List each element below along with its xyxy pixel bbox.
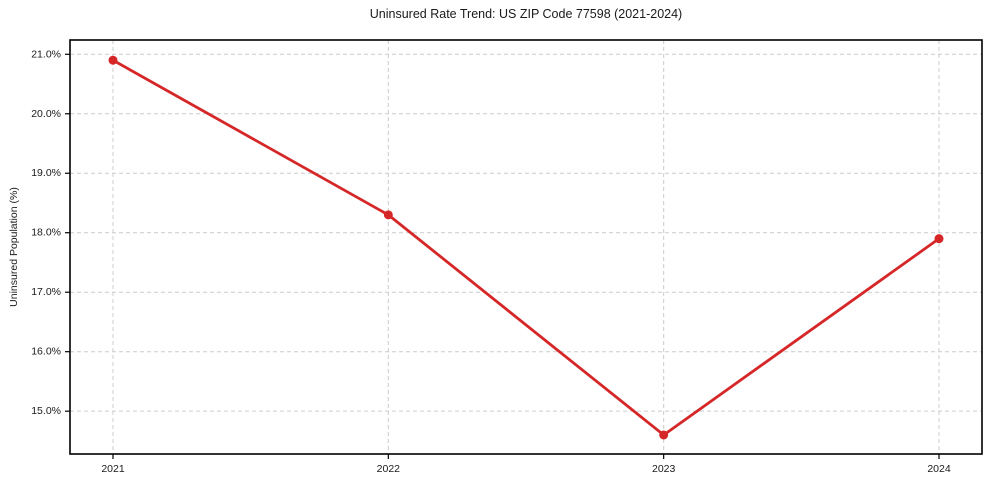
chart-title: Uninsured Rate Trend: US ZIP Code 77598 … (369, 7, 683, 21)
y-tick-label: 21.0% (31, 48, 61, 60)
x-tick-label: 2024 (927, 463, 951, 475)
y-tick-label: 20.0% (31, 108, 61, 120)
x-tick-label: 2022 (377, 463, 401, 475)
y-tick-label: 18.0% (31, 227, 61, 239)
y-tick-label: 17.0% (31, 286, 61, 298)
y-tick-label: 15.0% (31, 405, 61, 417)
data-point-marker (934, 234, 944, 244)
data-point-marker (659, 430, 669, 440)
y-tick-label: 16.0% (31, 346, 61, 358)
y-tick-label: 19.0% (31, 167, 61, 179)
x-tick-label: 2023 (652, 463, 676, 475)
trend-line (111, 58, 941, 437)
data-point-marker (108, 55, 118, 65)
data-point-marker (383, 210, 393, 220)
x-tick-label: 2021 (101, 463, 125, 475)
plot-border (69, 39, 983, 455)
